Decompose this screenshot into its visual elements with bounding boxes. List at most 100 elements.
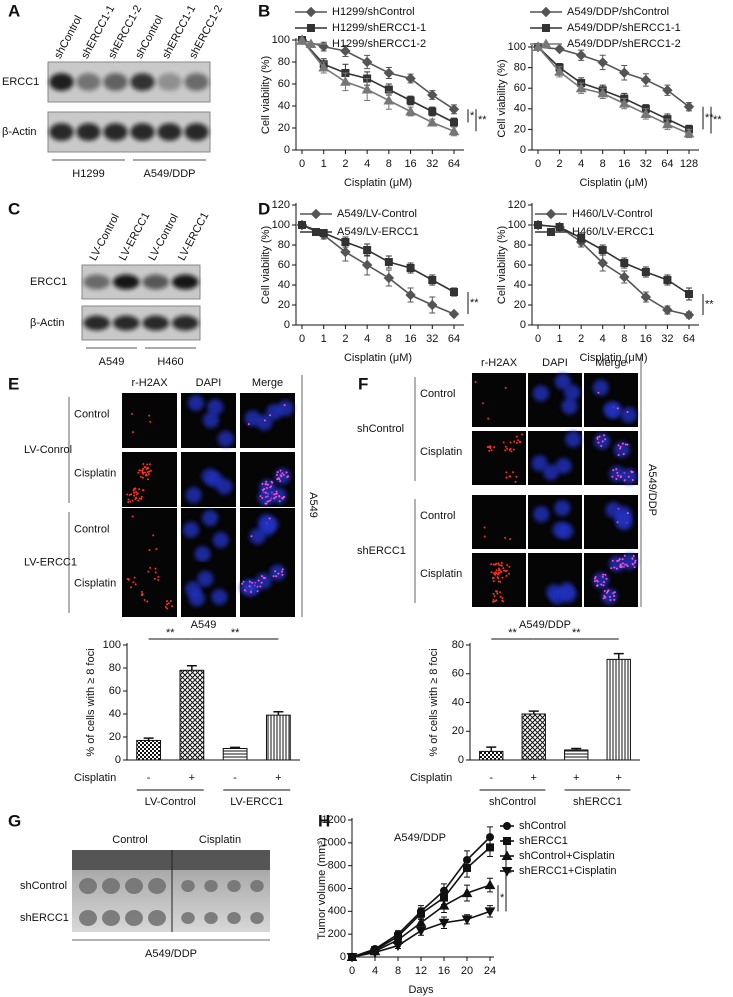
- focus: [607, 589, 610, 592]
- row-label: shERCC1: [20, 912, 69, 924]
- column-label: Merge: [595, 357, 626, 369]
- focus: [515, 441, 518, 444]
- group-label: A549/DDP: [144, 168, 196, 180]
- focus: [133, 494, 136, 497]
- focus: [619, 445, 622, 448]
- x-tick-label: 0: [299, 158, 305, 170]
- tumor: [181, 880, 195, 892]
- blot-band: [76, 123, 101, 141]
- focus: [165, 607, 168, 610]
- focus: [264, 496, 267, 499]
- y-tick-label: 60: [278, 259, 290, 271]
- marker: [427, 89, 438, 101]
- nucleus: [182, 521, 199, 538]
- marker: [597, 57, 608, 68]
- group-label: LV-Conrol: [24, 444, 72, 456]
- blot-band: [49, 123, 74, 141]
- marker: [448, 125, 460, 136]
- nucleus: [592, 379, 609, 396]
- focus: [490, 571, 493, 574]
- focus: [598, 435, 601, 438]
- focus: [242, 580, 245, 583]
- blot-row-label: ERCC1: [30, 276, 67, 288]
- marker: [619, 271, 630, 283]
- marker: [532, 41, 544, 51]
- focus: [622, 453, 625, 456]
- legend-label: A549/LV-Control: [337, 208, 417, 220]
- focus: [501, 576, 504, 579]
- marker: [547, 228, 555, 236]
- focus: [269, 499, 272, 502]
- focus: [281, 568, 284, 571]
- significance-label: **: [231, 627, 240, 639]
- focus: [157, 575, 160, 578]
- row-label: shControl: [20, 880, 67, 892]
- focus: [167, 602, 170, 605]
- focus: [279, 469, 282, 472]
- focus: [135, 497, 138, 500]
- nucleus: [533, 506, 550, 523]
- bar: [179, 669, 205, 761]
- focus: [493, 600, 496, 603]
- focus: [274, 570, 277, 573]
- focus: [623, 479, 626, 482]
- legend-label: A549/LV-ERCC1: [337, 226, 419, 238]
- y-tick-label: 0: [340, 951, 346, 963]
- x-axis-label: Cisplatin (μM): [344, 352, 412, 364]
- focus: [131, 499, 134, 502]
- focus: [483, 526, 486, 529]
- y-tick-label: 120: [508, 199, 526, 211]
- marker: [575, 50, 587, 61]
- focus: [148, 549, 151, 552]
- chart-title: A549/DDP: [394, 832, 446, 844]
- focus: [491, 576, 494, 579]
- focus: [286, 476, 289, 479]
- y-tick-label: 40: [514, 103, 526, 115]
- nucleus: [531, 455, 548, 472]
- focus: [630, 471, 633, 474]
- focus: [619, 564, 622, 567]
- y-tick-label: 1000: [322, 837, 346, 849]
- focus: [626, 565, 629, 568]
- marker: [298, 221, 306, 229]
- focus: [510, 450, 513, 453]
- marker: [310, 208, 322, 220]
- legend-label: H1299/shControl: [332, 6, 415, 18]
- series-line: [351, 846, 491, 958]
- focus: [261, 497, 264, 500]
- focus: [135, 491, 138, 494]
- marker: [450, 118, 458, 127]
- x-row-label: Cisplatin: [410, 772, 452, 784]
- focus: [602, 584, 605, 587]
- significance-label: **: [508, 627, 517, 639]
- focus: [273, 493, 276, 496]
- blot-band: [171, 315, 199, 331]
- focus: [597, 391, 600, 394]
- focus: [596, 580, 599, 583]
- x-tick-label: 64: [661, 158, 673, 170]
- marker: [461, 915, 473, 925]
- series-line: [301, 39, 455, 133]
- focus: [512, 471, 515, 474]
- y-tick-label: 1200: [322, 814, 346, 826]
- focus: [616, 471, 619, 474]
- y-axis-label: Cell viability (%): [260, 56, 272, 134]
- marker: [640, 291, 652, 303]
- focus: [500, 564, 503, 567]
- micrograph: [122, 562, 177, 617]
- marker: [501, 850, 513, 860]
- marker: [318, 61, 330, 72]
- marker: [555, 223, 564, 231]
- focus: [631, 557, 634, 560]
- focus: [166, 600, 169, 603]
- legend-label: shERCC1: [519, 835, 568, 847]
- nucleus: [202, 510, 219, 527]
- marker: [450, 288, 458, 296]
- y-tick-label: 100: [508, 219, 526, 231]
- blot-strip: [47, 61, 211, 103]
- x-tick-label: 0: [535, 333, 541, 345]
- focus: [621, 442, 624, 445]
- focus: [243, 589, 246, 592]
- x-tick-label: 4: [372, 965, 378, 977]
- focus: [145, 468, 148, 471]
